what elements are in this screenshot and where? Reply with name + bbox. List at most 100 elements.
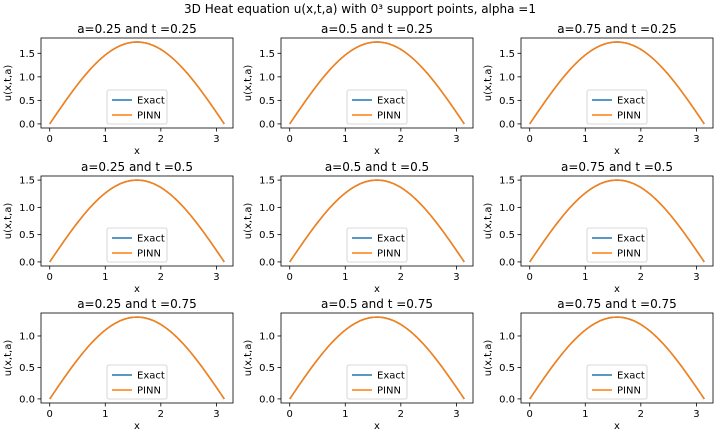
x-tick-label: 0 [287,134,293,145]
x-tick-label: 0 [47,134,53,145]
x-axis-label: x [614,284,620,295]
legend-label-exact: Exact [617,234,645,245]
y-axis-label: u(x,t,a) [3,340,14,377]
legend: Exact PINN [346,89,408,125]
y-axis-label: u(x,t,a) [3,65,14,102]
y-tick-label: 1.5 [19,176,35,187]
x-tick-label: 1 [342,409,348,420]
legend-label-pinn: PINN [137,111,161,122]
legend: Exact PINN [346,227,408,263]
axes-frame [280,312,474,404]
legend-label-pinn: PINN [377,111,401,122]
x-tick-label: 2 [158,272,164,283]
legend: Exact PINN [586,89,648,125]
x-tick-label: 0 [47,409,53,420]
y-tick-label: 0.0 [499,394,515,405]
x-axis-label: x [614,421,620,432]
y-tick-label: 1.5 [259,49,275,60]
y-tick-label: 1.0 [259,331,275,342]
subplot-title: a=0.75 and t =0.75 [557,297,677,311]
y-tick-label: 0.5 [259,363,275,374]
y-tick-label: 1.0 [499,331,515,342]
y-tick-label: 1.0 [499,72,515,83]
x-tick-label: 2 [158,409,164,420]
subplot-1: a=0.25 and t =0.25 0 1 2 3 0.0 0.5 1.0 1.5 x u(x,t… [3,22,234,157]
x-tick-label: 3 [213,134,219,145]
y-axis-label: u(x,t,a) [243,65,254,102]
y-tick-label: 1.5 [259,176,275,187]
x-tick-label: 1 [342,134,348,145]
x-tick-label: 1 [582,272,588,283]
subplot-3: a=0.75 and t =0.25 0 1 2 3 0.0 0.5 1.0 1.5 x u(x,t… [483,22,714,157]
legend-label-exact: Exact [137,96,165,107]
x-tick-label: 1 [582,134,588,145]
axes-frame [520,175,714,267]
subplot-9: a=0.75 and t =0.75 0 1 2 3 0.0 0.5 1.0 x u(x,t,a)… [483,297,714,432]
x-tick-label: 0 [527,409,533,420]
subplot-title: a=0.75 and t =0.25 [557,22,677,36]
y-tick-label: 0.5 [259,96,275,107]
legend-label-exact: Exact [137,371,165,382]
x-tick-label: 3 [453,409,459,420]
y-tick-label: 0.5 [19,96,35,107]
y-tick-label: 1.5 [499,49,515,60]
x-tick-label: 2 [638,272,644,283]
x-tick-label: 3 [213,272,219,283]
x-tick-label: 1 [102,409,108,420]
y-axis-label: u(x,t,a) [243,203,254,240]
x-axis-label: x [374,284,380,295]
x-tick-label: 3 [693,272,699,283]
legend-label-pinn: PINN [137,249,161,260]
y-tick-label: 0.0 [259,394,275,405]
legend-label-pinn: PINN [617,111,641,122]
legend-label-pinn: PINN [617,386,641,397]
series-line-pinn [49,316,225,400]
x-tick-label: 2 [398,272,404,283]
y-tick-label: 0.0 [259,119,275,130]
y-tick-label: 1.5 [19,49,35,60]
legend-label-exact: Exact [377,371,405,382]
subplot-8: a=0.5 and t =0.75 0 1 2 3 0.0 0.5 1.0 x u(x,t,a) E… [243,297,474,432]
subplot-7: a=0.25 and t =0.75 0 1 2 3 0.0 0.5 1.0 x u(x,t,a)… [3,297,234,432]
y-axis-label: u(x,t,a) [3,203,14,240]
legend: Exact PINN [106,89,168,125]
subplot-4: a=0.25 and t =0.5 0 1 2 3 0.0 0.5 1.0 1.5 x u(x,t,… [3,160,234,295]
legend: Exact PINN [106,364,168,400]
legend-label-exact: Exact [137,234,165,245]
series-line-pinn [529,179,705,263]
x-tick-label: 0 [527,134,533,145]
x-tick-label: 3 [453,272,459,283]
x-tick-label: 1 [102,134,108,145]
subplot-title: a=0.25 and t =0.75 [77,297,197,311]
y-tick-label: 0.0 [19,119,35,130]
axes-frame [40,312,234,404]
x-tick-label: 1 [102,272,108,283]
x-tick-label: 0 [287,272,293,283]
subplot-5: a=0.5 and t =0.5 0 1 2 3 0.0 0.5 1.0 1.5 x u(x,t,a… [243,160,474,295]
series-line-pinn [529,41,705,125]
x-axis-label: x [134,284,140,295]
y-tick-label: 0.0 [499,119,515,130]
x-axis-label: x [614,146,620,157]
series-line-pinn [49,41,225,125]
y-tick-label: 1.0 [259,203,275,214]
y-tick-label: 1.0 [19,72,35,83]
axes-frame [520,37,714,129]
series-line-pinn [289,41,465,125]
subplot-title: a=0.25 and t =0.5 [81,160,193,174]
legend: Exact PINN [106,227,168,263]
legend-label-pinn: PINN [377,386,401,397]
y-axis-label: u(x,t,a) [483,203,494,240]
legend-label-exact: Exact [617,96,645,107]
y-tick-label: 0.5 [499,96,515,107]
x-tick-label: 0 [47,272,53,283]
legend: Exact PINN [586,227,648,263]
legend: Exact PINN [586,364,648,400]
x-axis-label: x [374,421,380,432]
x-tick-label: 2 [638,409,644,420]
y-tick-label: 1.5 [499,176,515,187]
y-tick-label: 0.0 [19,394,35,405]
series-line-pinn [289,179,465,263]
